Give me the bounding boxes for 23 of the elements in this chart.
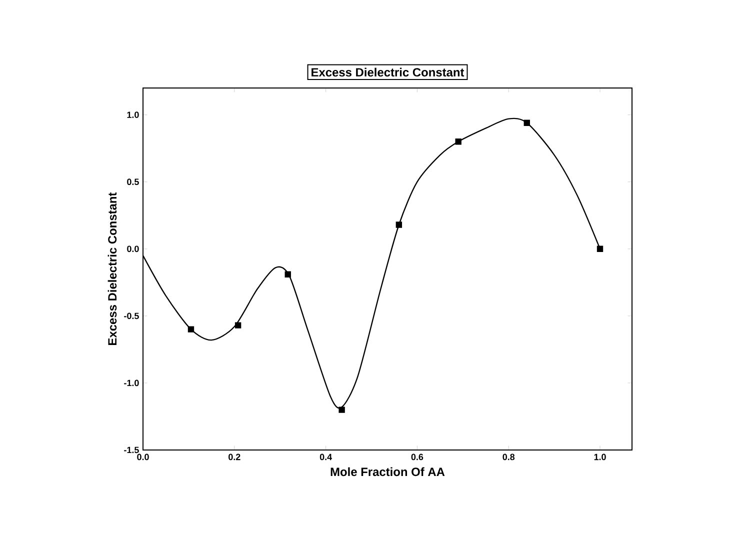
x-tick-label: 0.0 (137, 454, 149, 460)
x-tick-label: 1.0 (594, 454, 606, 460)
y-tick-label: 1.0 (127, 112, 139, 118)
point (284, 271, 291, 278)
y-tick-label: 0.5 (127, 178, 139, 186)
x-axis-title: Mole Fraction Of AA (330, 467, 445, 476)
point (234, 322, 242, 328)
chart-title: Excess Dielectric Constant (312, 68, 464, 77)
point (188, 326, 194, 332)
point (596, 246, 604, 252)
point (455, 138, 462, 145)
x-tick-label: 0.4 (320, 454, 332, 460)
y-tick-label: -1.0 (124, 380, 139, 386)
y-tick-label: -1.5 (124, 446, 139, 454)
point (396, 222, 402, 228)
point (338, 406, 345, 413)
y-tick-label: -0.5 (124, 312, 139, 320)
y-tick-label: 0.0 (127, 246, 139, 252)
x-tick-label: 0.2 (228, 454, 240, 460)
y-axis-title: Excess Dielectric Constant (108, 192, 117, 345)
point (524, 120, 530, 126)
x-tick-label: 0.8 (502, 454, 515, 460)
x-tick-label: 0.6 (411, 454, 424, 460)
